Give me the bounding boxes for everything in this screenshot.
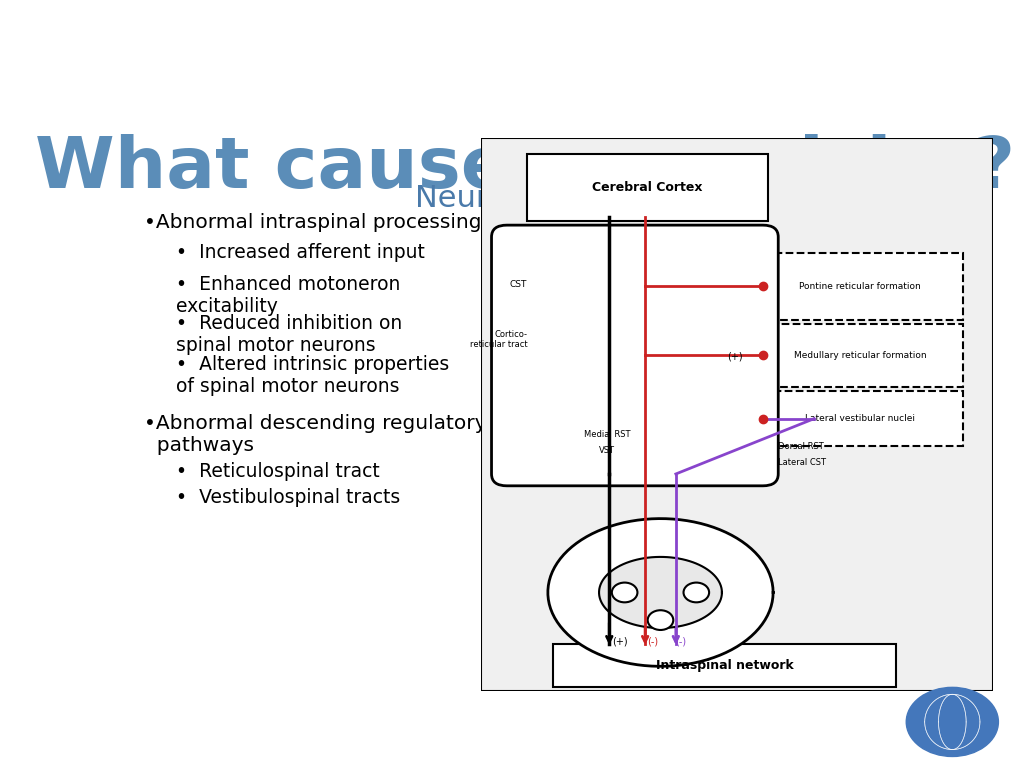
Text: Neural Factors: Neural Factors	[415, 184, 635, 213]
Text: •  Altered intrinsic properties
of spinal motor neurons: • Altered intrinsic properties of spinal…	[176, 356, 449, 396]
Text: •Abnormal descending regulatory
  pathways: •Abnormal descending regulatory pathways	[143, 415, 486, 455]
Polygon shape	[548, 518, 773, 667]
Text: Cortico-
reticular tract: Cortico- reticular tract	[470, 330, 527, 349]
Text: What causes spasticity?: What causes spasticity?	[35, 134, 1015, 203]
Text: Medullary reticular formation: Medullary reticular formation	[794, 351, 927, 360]
FancyBboxPatch shape	[758, 253, 963, 320]
Circle shape	[906, 687, 998, 756]
FancyBboxPatch shape	[553, 644, 896, 687]
FancyBboxPatch shape	[492, 225, 778, 486]
Text: VST: VST	[599, 445, 615, 455]
FancyBboxPatch shape	[481, 138, 993, 691]
Text: Lateral CST: Lateral CST	[778, 458, 826, 467]
Text: Lateral vestibular nuclei: Lateral vestibular nuclei	[805, 414, 915, 423]
Text: Dorsal RST: Dorsal RST	[778, 442, 824, 451]
Text: (-): (-)	[647, 637, 658, 647]
Text: •  Reticulospinal tract: • Reticulospinal tract	[176, 462, 379, 481]
Text: •Abnormal intraspinal processing: •Abnormal intraspinal processing	[143, 214, 481, 233]
Text: •  Vestibulospinal tracts: • Vestibulospinal tracts	[176, 488, 399, 508]
FancyBboxPatch shape	[527, 154, 768, 221]
Circle shape	[648, 611, 674, 630]
FancyBboxPatch shape	[758, 324, 963, 387]
Text: (+): (+)	[611, 637, 628, 647]
Polygon shape	[599, 557, 722, 628]
Text: (-): (-)	[676, 637, 686, 647]
FancyBboxPatch shape	[758, 391, 963, 446]
Text: Medial RST: Medial RST	[584, 430, 630, 439]
Text: (+): (+)	[727, 352, 742, 362]
Circle shape	[612, 583, 637, 602]
Text: Cerebral Cortex: Cerebral Cortex	[593, 181, 702, 194]
Text: •  Reduced inhibition on
spinal motor neurons: • Reduced inhibition on spinal motor neu…	[176, 314, 401, 355]
Text: •  Enhanced motoneron
excitability: • Enhanced motoneron excitability	[176, 276, 400, 316]
Text: Pontine reticular formation: Pontine reticular formation	[800, 282, 921, 291]
Text: •  Increased afferent input: • Increased afferent input	[176, 243, 425, 262]
Circle shape	[684, 583, 709, 602]
Text: CST: CST	[510, 280, 527, 289]
Text: (Li & Francisco 2015): (Li & Francisco 2015)	[690, 642, 867, 660]
Text: Intraspinal network: Intraspinal network	[655, 659, 794, 672]
